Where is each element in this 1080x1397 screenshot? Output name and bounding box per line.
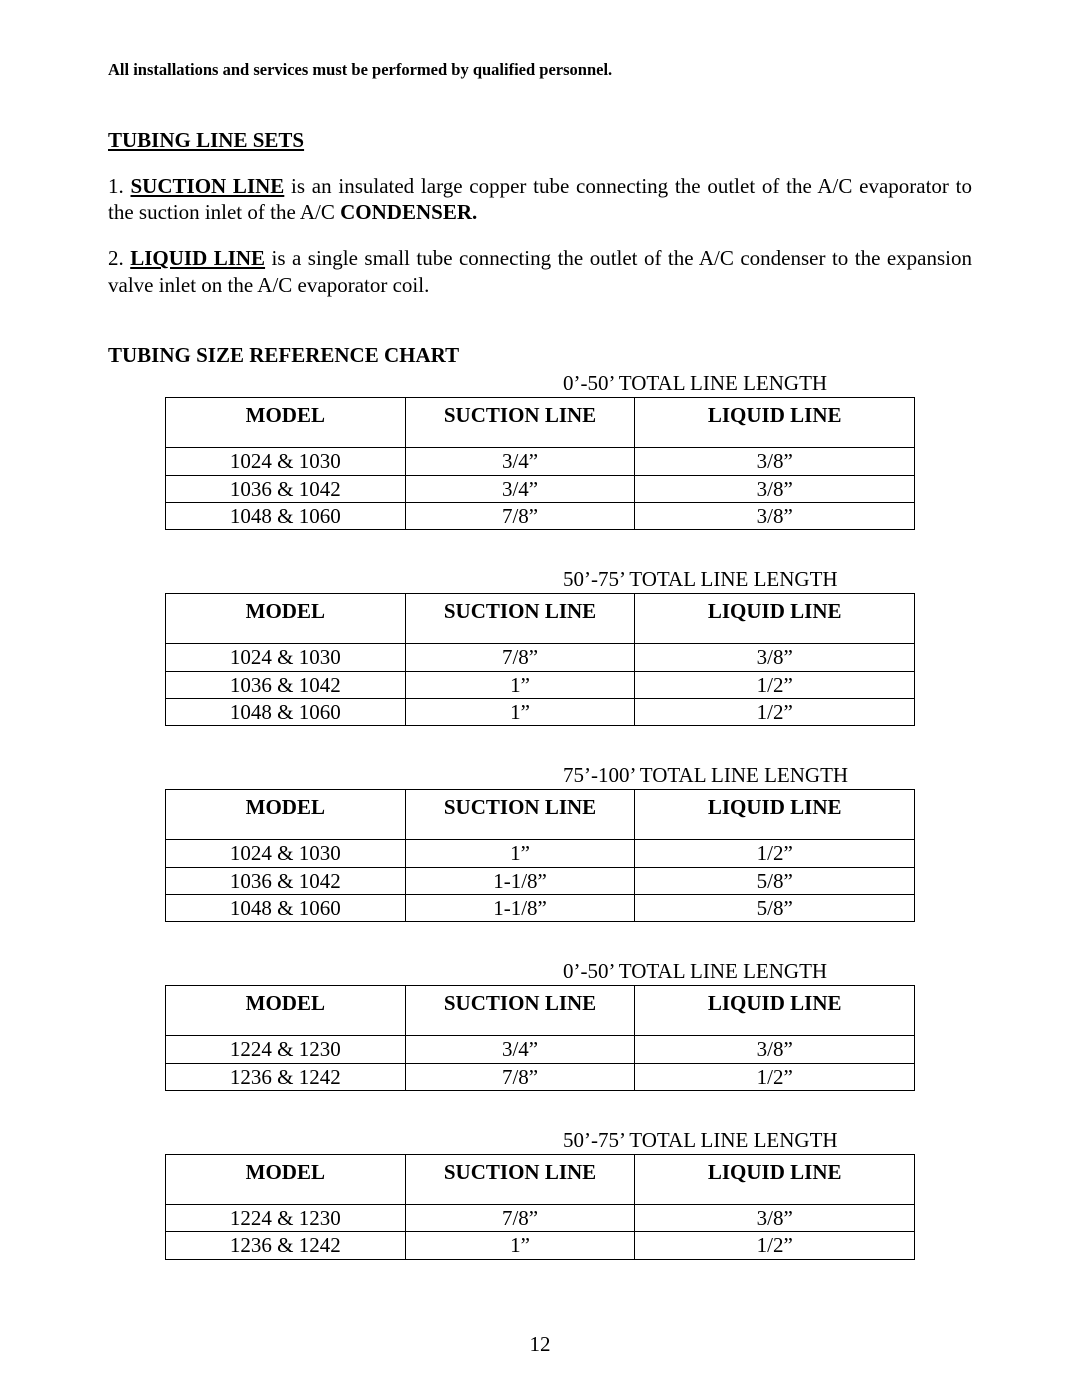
section-title: TUBING LINE SETS [108,127,972,153]
cell-liquid: 1/2” [635,840,915,867]
col-model: MODEL [166,986,406,1036]
sizing-table: MODEL SUCTION LINE LIQUID LINE 1024 & 10… [165,397,915,530]
col-suction: SUCTION LINE [405,790,635,840]
cell-model: 1048 & 1060 [166,894,406,921]
col-model: MODEL [166,594,406,644]
table-caption: 0’-50’ TOTAL LINE LENGTH [108,958,972,984]
cell-suction: 1” [405,1232,635,1259]
cell-suction: 3/4” [405,475,635,502]
cell-suction: 1” [405,698,635,725]
cell-model: 1236 & 1242 [166,1232,406,1259]
table-header-row: MODEL SUCTION LINE LIQUID LINE [166,790,915,840]
col-suction: SUCTION LINE [405,398,635,448]
table-row: 1048 & 10601-1/8”5/8” [166,894,915,921]
cell-model: 1024 & 1030 [166,448,406,475]
paragraph-suction-line: 1. SUCTION LINE is an insulated large co… [108,173,972,226]
col-suction: SUCTION LINE [405,1155,635,1205]
table-row: 1048 & 10601”1/2” [166,698,915,725]
tables-area: 0’-50’ TOTAL LINE LENGTH MODEL SUCTION L… [108,370,972,1260]
sizing-table: MODEL SUCTION LINE LIQUID LINE 1024 & 10… [165,789,915,922]
col-liquid: LIQUID LINE [635,398,915,448]
cell-suction: 7/8” [405,502,635,529]
cell-model: 1024 & 1030 [166,644,406,671]
table-row: 1024 & 10303/4”3/8” [166,448,915,475]
col-liquid: LIQUID LINE [635,1155,915,1205]
col-suction: SUCTION LINE [405,986,635,1036]
col-suction: SUCTION LINE [405,594,635,644]
cell-liquid: 3/8” [635,1205,915,1232]
cell-liquid: 5/8” [635,867,915,894]
table-row: 1024 & 10307/8”3/8” [166,644,915,671]
cell-liquid: 3/8” [635,502,915,529]
cell-suction: 1-1/8” [405,867,635,894]
table-row: 1024 & 10301”1/2” [166,840,915,867]
table-header-row: MODEL SUCTION LINE LIQUID LINE [166,398,915,448]
table-header-row: MODEL SUCTION LINE LIQUID LINE [166,986,915,1036]
cell-model: 1036 & 1042 [166,671,406,698]
table-row: 1048 & 10607/8”3/8” [166,502,915,529]
para1-prefix: 1. [108,174,131,198]
document-page: All installations and services must be p… [0,0,1080,1397]
table-row: 1036 & 10421”1/2” [166,671,915,698]
table-header-row: MODEL SUCTION LINE LIQUID LINE [166,594,915,644]
para1-bold: CONDENSER. [340,200,477,224]
cell-suction: 3/4” [405,1036,635,1063]
cell-liquid: 3/8” [635,448,915,475]
cell-model: 1036 & 1042 [166,475,406,502]
col-model: MODEL [166,398,406,448]
sizing-table: MODEL SUCTION LINE LIQUID LINE 1224 & 12… [165,985,915,1091]
page-number: 12 [0,1331,1080,1357]
para2-term: LIQUID LINE [130,246,265,270]
table-row: 1036 & 10421-1/8”5/8” [166,867,915,894]
cell-model: 1036 & 1042 [166,867,406,894]
cell-model: 1224 & 1230 [166,1205,406,1232]
col-liquid: LIQUID LINE [635,986,915,1036]
col-model: MODEL [166,790,406,840]
cell-suction: 1” [405,840,635,867]
col-liquid: LIQUID LINE [635,594,915,644]
para2-prefix: 2. [108,246,130,270]
cell-suction: 3/4” [405,448,635,475]
cell-liquid: 1/2” [635,1063,915,1090]
cell-liquid: 3/8” [635,475,915,502]
installations-notice: All installations and services must be p… [108,60,972,81]
table-caption: 50’-75’ TOTAL LINE LENGTH [108,1127,972,1153]
cell-suction: 7/8” [405,1205,635,1232]
col-model: MODEL [166,1155,406,1205]
table-row: 1224 & 12303/4”3/8” [166,1036,915,1063]
table-row: 1036 & 10423/4”3/8” [166,475,915,502]
cell-suction: 1-1/8” [405,894,635,921]
table-header-row: MODEL SUCTION LINE LIQUID LINE [166,1155,915,1205]
sizing-table: MODEL SUCTION LINE LIQUID LINE 1024 & 10… [165,593,915,726]
table-caption: 75’-100’ TOTAL LINE LENGTH [108,762,972,788]
table-row: 1224 & 12307/8”3/8” [166,1205,915,1232]
cell-liquid: 1/2” [635,698,915,725]
paragraph-liquid-line: 2. LIQUID LINE is a single small tube co… [108,245,972,298]
cell-model: 1048 & 1060 [166,698,406,725]
cell-liquid: 5/8” [635,894,915,921]
table-caption: 50’-75’ TOTAL LINE LENGTH [108,566,972,592]
cell-liquid: 1/2” [635,1232,915,1259]
cell-suction: 7/8” [405,1063,635,1090]
sizing-table: MODEL SUCTION LINE LIQUID LINE 1224 & 12… [165,1154,915,1260]
col-liquid: LIQUID LINE [635,790,915,840]
cell-model: 1236 & 1242 [166,1063,406,1090]
cell-model: 1224 & 1230 [166,1036,406,1063]
table-row: 1236 & 12427/8”1/2” [166,1063,915,1090]
cell-liquid: 3/8” [635,644,915,671]
cell-model: 1048 & 1060 [166,502,406,529]
cell-liquid: 3/8” [635,1036,915,1063]
cell-suction: 7/8” [405,644,635,671]
cell-liquid: 1/2” [635,671,915,698]
table-caption: 0’-50’ TOTAL LINE LENGTH [108,370,972,396]
chart-title: TUBING SIZE REFERENCE CHART [108,342,972,368]
cell-model: 1024 & 1030 [166,840,406,867]
table-row: 1236 & 12421”1/2” [166,1232,915,1259]
cell-suction: 1” [405,671,635,698]
para1-term: SUCTION LINE [131,174,285,198]
